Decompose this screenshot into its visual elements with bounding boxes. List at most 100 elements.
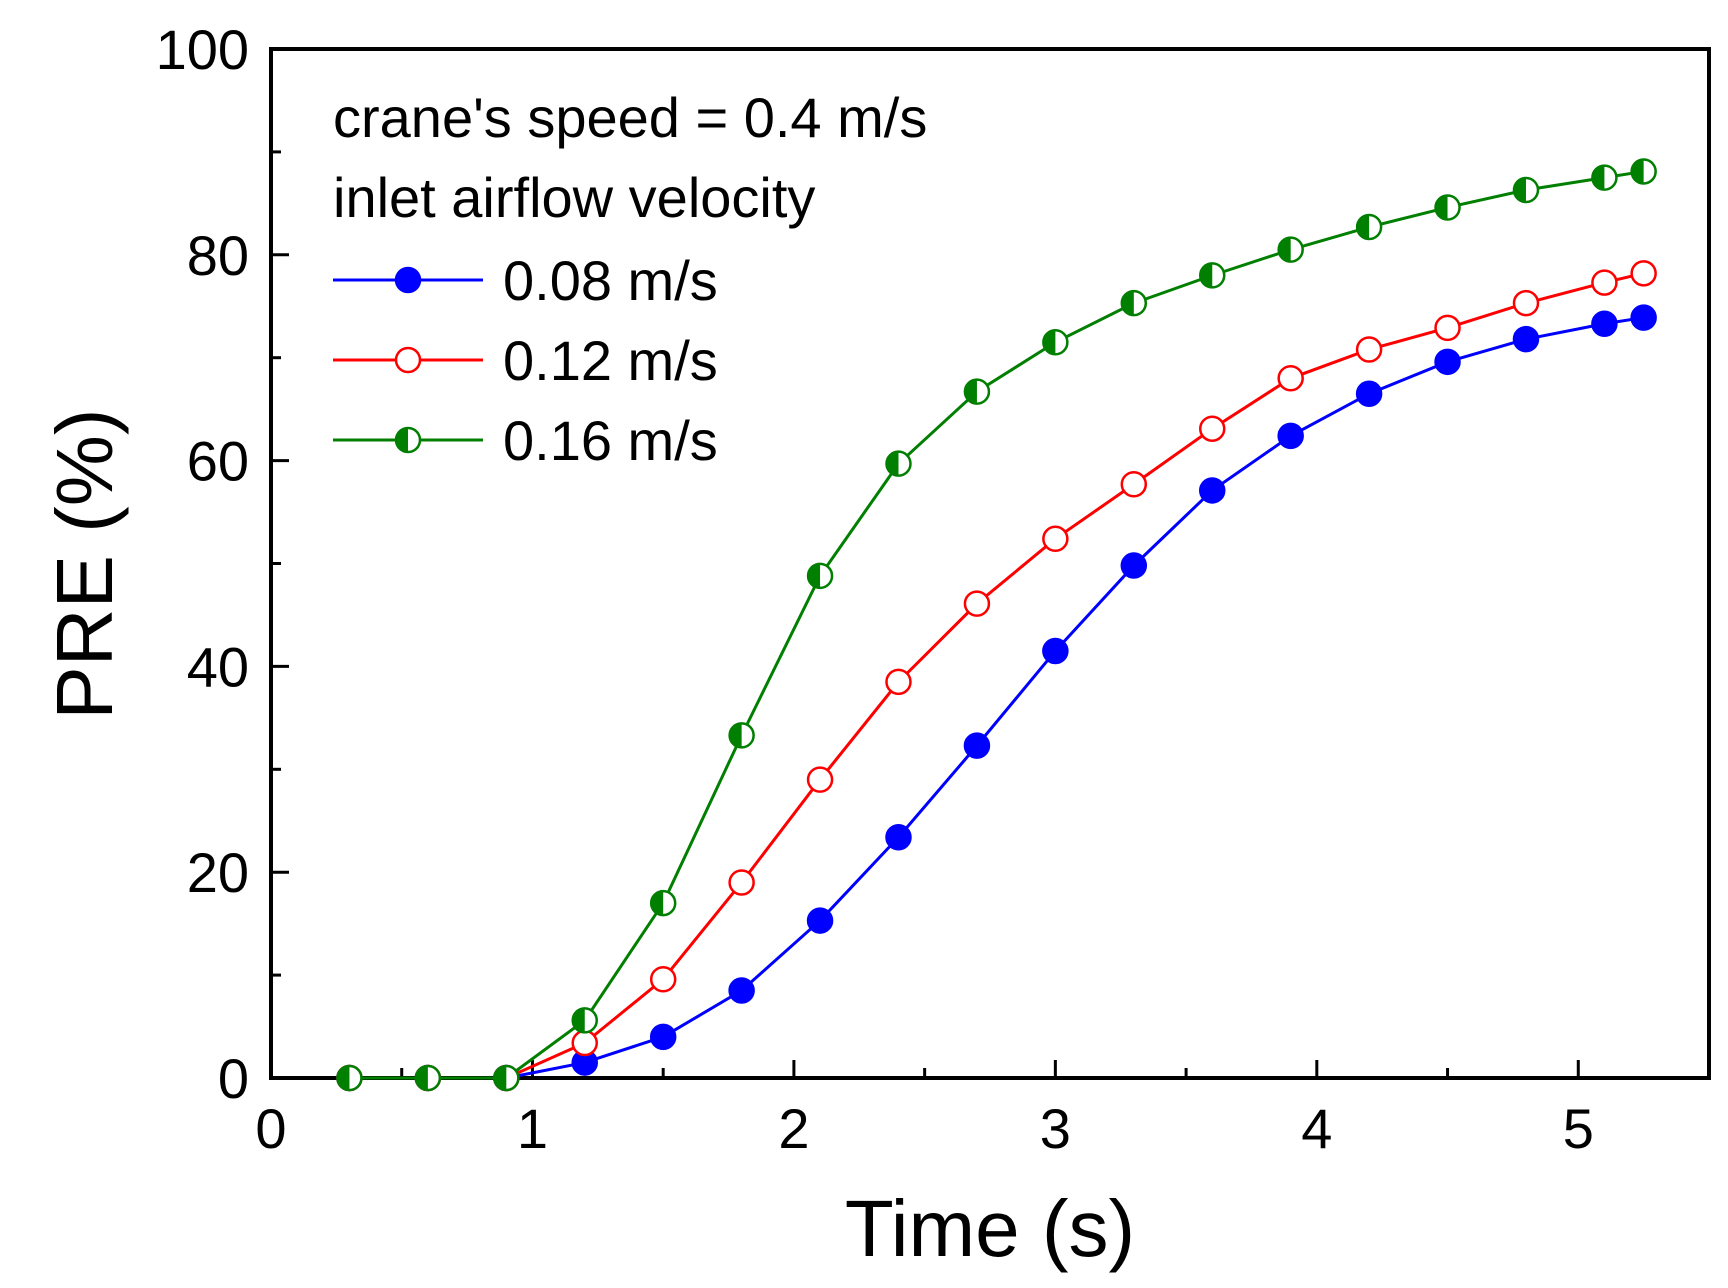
data-point [806, 907, 834, 934]
data-point [885, 668, 912, 696]
data-point [1120, 471, 1148, 498]
data-point-half-fill [1043, 330, 1056, 355]
data-point [728, 977, 755, 1004]
data-point [728, 722, 755, 749]
x-tick-label: 4 [1301, 1097, 1332, 1160]
x-tick-label: 3 [1040, 1097, 1071, 1160]
data-point-half-fill [729, 723, 742, 748]
y-tick-labels: 0 20 40 60 80 100 [156, 18, 249, 1110]
data-point [1120, 289, 1148, 317]
series-line [349, 169, 1644, 1080]
data-point-half-fill [651, 891, 664, 916]
y-tick-label: 60 [187, 430, 249, 493]
data-point [1630, 158, 1657, 185]
data-point-half-fill [1121, 291, 1134, 316]
data-point [1512, 176, 1540, 204]
data-point [1198, 262, 1226, 289]
data-point [394, 266, 422, 294]
data-point [963, 732, 991, 759]
x-axis-title: Time (s) [845, 1184, 1135, 1273]
data-point [1591, 164, 1618, 191]
series-line [349, 271, 1644, 1080]
data-point [1120, 552, 1148, 579]
data-point [1434, 348, 1461, 376]
data-point-half-fill [1513, 177, 1526, 202]
legend-label: 0.12 m/s [503, 329, 718, 392]
data-point [1277, 422, 1304, 450]
data-point [1355, 380, 1383, 407]
x-tick-label: 2 [778, 1097, 809, 1160]
series-1 [336, 304, 1657, 1092]
data-point-half-fill [1592, 165, 1605, 190]
axis-ticks [269, 47, 1711, 1080]
data-point [336, 1064, 363, 1092]
data-point [1198, 415, 1226, 442]
data-point [1591, 310, 1618, 337]
y-tick-label: 0 [218, 1047, 249, 1110]
x-tick-labels: 0 1 2 3 4 5 [255, 1097, 1593, 1160]
data-point-half-fill [1631, 159, 1644, 184]
y-axis-title: PRE (%) [40, 408, 129, 719]
data-point [414, 1064, 442, 1092]
data-point [571, 1029, 598, 1057]
series-layer [336, 158, 1657, 1092]
data-point-half-fill [1278, 237, 1291, 262]
data-point-half-fill [1357, 215, 1370, 240]
data-point [1512, 289, 1540, 317]
data-point [1042, 329, 1069, 356]
legend: crane's speed = 0.4 m/s inlet airflow ve… [333, 86, 927, 472]
data-point-half-fill [1435, 195, 1448, 220]
legend-label: 0.08 m/s [503, 249, 718, 312]
data-point [649, 1023, 677, 1051]
data-point [963, 378, 991, 405]
data-point-half-fill [886, 451, 899, 476]
data-point [649, 889, 677, 917]
data-point [1277, 236, 1304, 263]
data-point [649, 965, 677, 993]
data-point-half-fill [415, 1066, 428, 1090]
legend-entries: 0.08 m/s 0.12 m/s 0.16 m/s [333, 249, 718, 472]
data-point [1434, 314, 1461, 342]
data-point [493, 1064, 520, 1092]
data-point [1277, 365, 1304, 392]
legend-entry: 0.12 m/s [333, 329, 718, 392]
data-point [1355, 213, 1383, 241]
x-tick-label: 0 [255, 1097, 286, 1160]
data-point [571, 1007, 598, 1034]
data-point [1355, 336, 1383, 363]
data-point [1434, 194, 1461, 221]
data-point [1042, 637, 1069, 665]
y-tick-label: 40 [187, 635, 249, 698]
legend-entry: 0.08 m/s [333, 249, 718, 312]
y-tick-label: 20 [187, 841, 249, 904]
data-point-half-fill [494, 1066, 507, 1090]
legend-annotation-speed: crane's speed = 0.4 m/s [333, 86, 927, 149]
data-point [963, 590, 991, 617]
y-tick-label: 100 [156, 18, 249, 81]
data-point-half-fill [572, 1008, 585, 1033]
x-tick-label: 1 [517, 1097, 548, 1160]
data-point-half-fill [1200, 263, 1213, 288]
x-tick-label: 5 [1563, 1097, 1594, 1160]
data-point [1591, 269, 1618, 296]
data-point [1042, 525, 1069, 553]
series-line [349, 316, 1644, 1080]
data-point [885, 450, 912, 477]
data-point-half-fill [808, 563, 821, 588]
data-point-half-fill [396, 428, 408, 452]
data-point [394, 346, 422, 374]
series-3 [336, 158, 1657, 1092]
legend-label: 0.16 m/s [503, 409, 718, 472]
data-point [1630, 260, 1657, 287]
data-point [394, 426, 422, 454]
data-point-half-fill [337, 1066, 350, 1090]
data-point [1198, 477, 1226, 504]
data-point [885, 823, 912, 851]
data-point [1630, 304, 1657, 331]
data-point [1512, 325, 1540, 353]
data-point [806, 766, 834, 793]
data-point [806, 562, 834, 590]
legend-entry: 0.16 m/s [333, 409, 718, 472]
legend-annotation-velocity: inlet airflow velocity [333, 166, 815, 229]
